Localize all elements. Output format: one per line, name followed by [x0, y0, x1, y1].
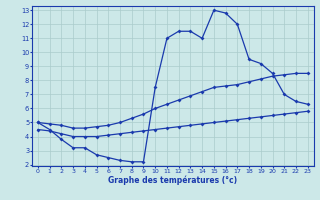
X-axis label: Graphe des températures (°c): Graphe des températures (°c): [108, 175, 237, 185]
